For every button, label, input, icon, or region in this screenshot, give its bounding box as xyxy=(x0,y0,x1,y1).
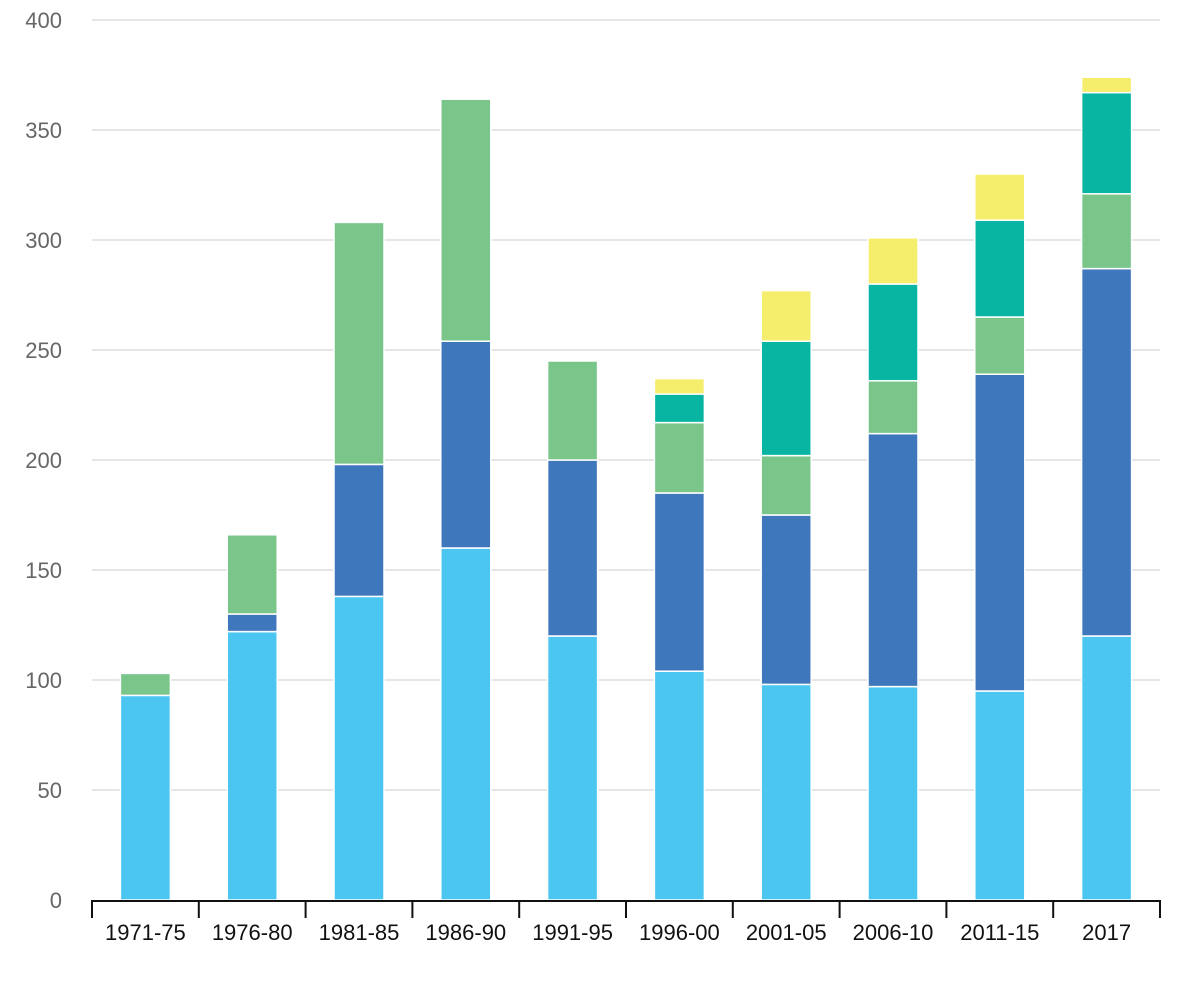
bar-stack xyxy=(546,360,599,901)
bar-segment xyxy=(119,672,172,697)
bar-segment xyxy=(546,635,599,901)
x-tick-label: 1991-95 xyxy=(532,920,613,945)
bar-segment xyxy=(760,340,812,457)
x-axis xyxy=(91,900,1161,918)
y-axis-ticks: 0 50 100 150 200 250 300 350 400 xyxy=(25,8,62,913)
bar-segment xyxy=(653,377,706,395)
y-tick-label: 100 xyxy=(25,668,62,693)
x-tick-label: 2001-05 xyxy=(746,920,827,945)
bar-segment xyxy=(974,373,1026,692)
bar-segment xyxy=(760,289,812,342)
bar-stack xyxy=(333,221,385,901)
bar-stack xyxy=(760,289,812,901)
x-axis-ticks: 1971-75 1976-80 1981-85 1986-90 1991-95 1996-… xyxy=(105,920,1131,945)
bar-segment xyxy=(760,454,812,516)
bar-segment xyxy=(440,98,492,342)
bar-segment xyxy=(440,340,492,549)
x-tick-label: 2017 xyxy=(1082,920,1131,945)
bar-segment xyxy=(1080,267,1133,637)
y-tick-label: 350 xyxy=(25,118,62,143)
y-tick-label: 250 xyxy=(25,338,62,363)
bar-segment xyxy=(653,421,706,494)
bar-stack xyxy=(226,534,278,901)
bar-segment xyxy=(653,492,706,672)
bar-segment xyxy=(867,685,919,901)
bar-segment xyxy=(226,613,278,633)
bar-segment xyxy=(1080,76,1133,94)
bar-segment xyxy=(760,683,812,901)
bar-segment xyxy=(867,432,919,688)
bar-stack xyxy=(653,377,706,901)
bar-segment xyxy=(333,221,385,466)
bar-segment xyxy=(333,463,385,598)
x-tick-label: 1986-90 xyxy=(425,920,506,945)
x-tick-label: 1971-75 xyxy=(105,920,186,945)
bar-segment xyxy=(440,547,492,901)
bar-stack xyxy=(974,173,1026,901)
bar-segment xyxy=(1080,91,1133,195)
bars xyxy=(119,76,1133,901)
y-tick-label: 50 xyxy=(38,778,62,803)
bar-segment xyxy=(974,316,1026,375)
y-tick-label: 200 xyxy=(25,448,62,473)
bar-segment xyxy=(653,670,706,901)
bar-segment xyxy=(974,690,1026,901)
bar-stack xyxy=(867,237,919,901)
x-tick-label: 1981-85 xyxy=(319,920,400,945)
bar-segment xyxy=(546,360,599,461)
bar-segment xyxy=(653,393,706,424)
x-tick-label: 1976-80 xyxy=(212,920,293,945)
bar-segment xyxy=(226,630,278,901)
bar-segment xyxy=(867,380,919,435)
x-tick-label: 2011-15 xyxy=(960,920,1039,945)
x-tick-label: 2006-10 xyxy=(853,920,934,945)
bar-segment xyxy=(1080,193,1133,270)
bar-stack xyxy=(440,98,492,901)
bar-segment xyxy=(867,237,919,285)
y-tick-label: 300 xyxy=(25,228,62,253)
bar-stack xyxy=(1080,76,1133,901)
y-tick-label: 150 xyxy=(25,558,62,583)
bar-segment xyxy=(974,219,1026,318)
y-tick-label: 400 xyxy=(25,8,62,33)
bar-segment xyxy=(546,459,599,637)
y-tick-label: 0 xyxy=(50,888,62,913)
bar-segment xyxy=(867,283,919,382)
bar-segment xyxy=(974,173,1026,221)
bar-segment xyxy=(1080,635,1133,901)
bar-segment xyxy=(226,534,278,615)
bar-segment xyxy=(119,694,172,901)
bar-segment xyxy=(333,595,385,901)
bar-stack xyxy=(119,672,172,901)
bar-segment xyxy=(760,514,812,686)
x-tick-label: 1996-00 xyxy=(639,920,720,945)
